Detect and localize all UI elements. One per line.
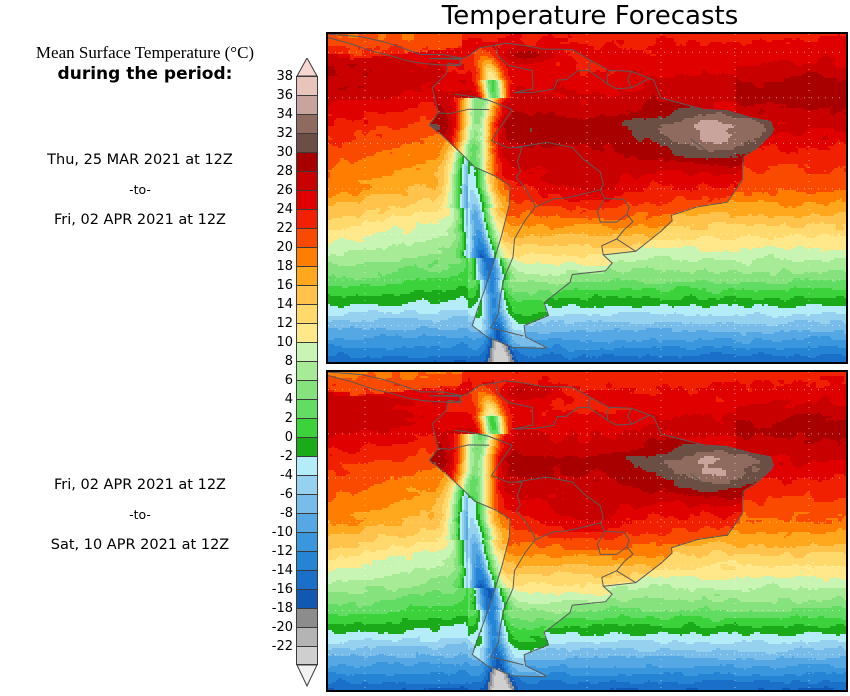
colorbar-band (296, 627, 318, 646)
colorbar-tick-label: 26 (276, 183, 293, 198)
colorbar-band (296, 114, 318, 133)
legend-variable-label: Mean Surface Temperature (°C) (35, 43, 255, 62)
colorbar-over-arrow (296, 58, 318, 78)
colorbar-tick-label: 28 (276, 164, 293, 179)
colorbar-tick-label: -12 (271, 544, 293, 559)
colorbar-band (296, 380, 318, 399)
period-bottom-end: Sat, 10 APR 2021 at 12Z (50, 537, 230, 553)
colorbar-band (296, 437, 318, 456)
colorbar-tick-label: 2 (284, 411, 293, 426)
colorbar-under-arrow (296, 665, 318, 687)
map-panel-top (326, 32, 848, 364)
period-bottom-start: Fri, 02 APR 2021 at 12Z (54, 477, 226, 493)
page-title: Temperature Forecasts (441, 1, 739, 31)
colorbar-band (296, 95, 318, 114)
colorbar-band (296, 494, 318, 513)
period-top-end: Fri, 02 APR 2021 at 12Z (54, 212, 226, 228)
colorbar-band (296, 304, 318, 323)
colorbar-tick-label: 34 (276, 107, 293, 122)
colorbar-band (296, 228, 318, 247)
colorbar-tick-label: 16 (276, 278, 293, 293)
colorbar-band (296, 589, 318, 608)
colorbar-band (296, 133, 318, 152)
colorbar-tick-label: 24 (276, 202, 293, 217)
colorbar-tick-label: 32 (276, 126, 293, 141)
legend-heading: Mean Surface Temperature (°C) during the… (0, 42, 290, 85)
colorbar-band (296, 418, 318, 437)
colorbar-band (296, 285, 318, 304)
colorbar-tick-label: 22 (276, 221, 293, 236)
colorbar-tick-label: -20 (271, 620, 293, 635)
colorbar-band (296, 551, 318, 570)
colorbar-band (296, 570, 318, 589)
colorbar-band (296, 475, 318, 494)
colorbar-tick-label: 10 (276, 335, 293, 350)
legend-period-label: during the period: (57, 64, 233, 84)
colorbar-band (296, 608, 318, 627)
colorbar-tick-label: 18 (276, 259, 293, 274)
colorbar-band (296, 209, 318, 228)
colorbar-tick-label: -6 (280, 487, 293, 502)
colorbar-tick-label: 8 (284, 354, 293, 369)
colorbar-band (296, 76, 318, 95)
colorbar-band (296, 190, 318, 209)
colorbar-band (296, 152, 318, 171)
colorbar-tick-label: 14 (276, 297, 293, 312)
colorbar-band (296, 171, 318, 190)
map-panel-top-canvas (328, 34, 846, 362)
colorbar-tick-label: 38 (276, 69, 293, 84)
colorbar-band (296, 342, 318, 361)
period-block-bottom: Fri, 02 APR 2021 at 12Z -to- Sat, 10 APR… (0, 470, 280, 560)
colorbar-tick-label: 0 (284, 430, 293, 445)
colorbar: 38 36 34 32 30 28 26 24 22 20 18 16 14 12 10 8 6 4 2 0 -2 -4-… (255, 58, 325, 687)
colorbar-tick-label: 12 (276, 316, 293, 331)
period-block-top: Thu, 25 MAR 2021 at 12Z -to- Fri, 02 APR… (0, 145, 280, 235)
colorbar-tick-label: -14 (271, 563, 293, 578)
colorbar-tick-label: 4 (284, 392, 293, 407)
period-top-start: Thu, 25 MAR 2021 at 12Z (47, 152, 233, 168)
colorbar-gradient (296, 58, 318, 687)
colorbar-tick-label: 20 (276, 240, 293, 255)
colorbar-tick-label: 6 (284, 373, 293, 388)
colorbar-band (296, 266, 318, 285)
colorbar-band (296, 323, 318, 342)
colorbar-tick-label: -2 (280, 449, 293, 464)
colorbar-tick-label: -10 (271, 525, 293, 540)
colorbar-band (296, 513, 318, 532)
colorbar-tick-label: -18 (271, 601, 293, 616)
colorbar-tick-label: 36 (276, 88, 293, 103)
colorbar-tick-label: 30 (276, 145, 293, 160)
colorbar-band (296, 456, 318, 475)
colorbar-band (296, 646, 318, 665)
colorbar-tick-labels: 38 36 34 32 30 28 26 24 22 20 18 16 14 12 10 8 6 4 2 0 -2 -4-… (255, 58, 293, 678)
map-panel-bottom (326, 370, 848, 692)
map-panel-bottom-canvas (328, 372, 846, 690)
period-bottom-separator: -to- (129, 507, 151, 522)
colorbar-band (296, 399, 318, 418)
colorbar-tick-label: -4 (280, 468, 293, 483)
colorbar-band (296, 532, 318, 551)
period-top-separator: -to- (129, 182, 151, 197)
colorbar-band (296, 361, 318, 380)
colorbar-band (296, 247, 318, 266)
colorbar-tick-label: -8 (280, 506, 293, 521)
colorbar-tick-label: -22 (271, 639, 293, 654)
colorbar-tick-label: -16 (271, 582, 293, 597)
